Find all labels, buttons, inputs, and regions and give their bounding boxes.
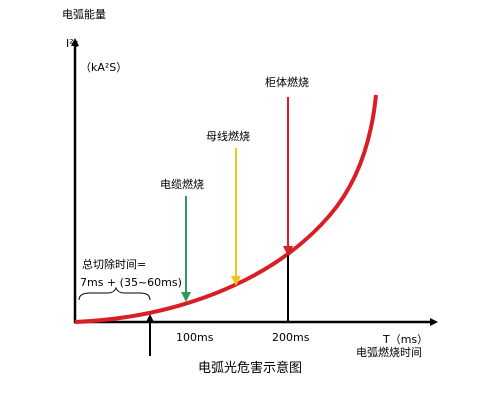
x-axis-symbol: T（ms） (382, 333, 428, 346)
tick-label: 100ms (176, 331, 214, 344)
cable-label: 电缆燃烧 (160, 177, 204, 191)
y-axis-symbol: I²t (66, 37, 79, 50)
tick-label: 200ms (272, 331, 310, 344)
total-time-label: 总切除时间= (82, 257, 146, 271)
busbar-label: 母线燃烧 (206, 129, 250, 143)
x-axis-name: 电弧燃烧时间 (356, 345, 422, 359)
total-time-value: 7ms + (35~60ms) (80, 276, 182, 289)
energy-curve (74, 94, 378, 324)
y-axis-unit: （kA²S） (80, 61, 127, 74)
cabinet-label: 柜体燃烧 (265, 75, 309, 89)
caption: 电弧光危害示意图 (198, 360, 302, 376)
brace (78, 286, 151, 301)
y-axis-name: 电弧能量 (62, 7, 106, 21)
